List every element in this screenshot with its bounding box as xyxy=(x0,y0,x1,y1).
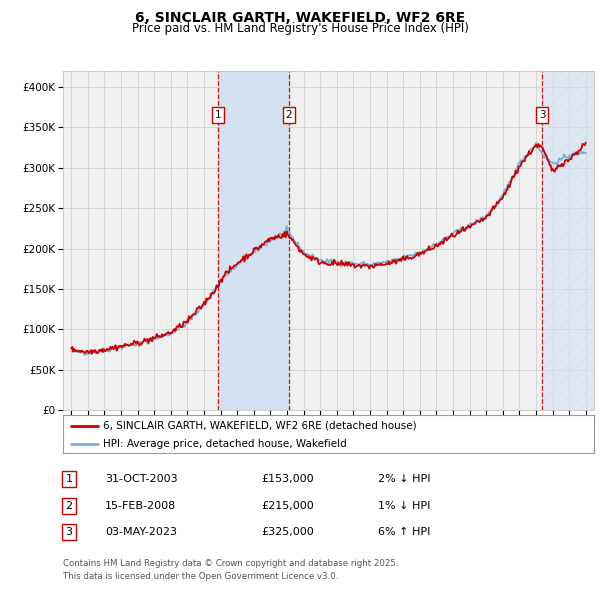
Text: 2% ↓ HPI: 2% ↓ HPI xyxy=(378,474,431,484)
Text: 15-FEB-2008: 15-FEB-2008 xyxy=(105,501,176,510)
Text: 1% ↓ HPI: 1% ↓ HPI xyxy=(378,501,430,510)
Text: Contains HM Land Registry data © Crown copyright and database right 2025.: Contains HM Land Registry data © Crown c… xyxy=(63,559,398,568)
Text: £325,000: £325,000 xyxy=(261,527,314,537)
Bar xyxy=(218,71,289,410)
Text: 03-MAY-2023: 03-MAY-2023 xyxy=(105,527,177,537)
Text: 6, SINCLAIR GARTH, WAKEFIELD, WF2 6RE: 6, SINCLAIR GARTH, WAKEFIELD, WF2 6RE xyxy=(135,11,465,25)
Text: 1: 1 xyxy=(215,110,221,120)
Text: £215,000: £215,000 xyxy=(261,501,314,510)
Text: 31-OCT-2003: 31-OCT-2003 xyxy=(105,474,178,484)
Text: This data is licensed under the Open Government Licence v3.0.: This data is licensed under the Open Gov… xyxy=(63,572,338,581)
Text: 3: 3 xyxy=(539,110,545,120)
Bar xyxy=(542,71,594,410)
Text: 1: 1 xyxy=(65,474,73,484)
Text: Price paid vs. HM Land Registry's House Price Index (HPI): Price paid vs. HM Land Registry's House … xyxy=(131,22,469,35)
Text: 6, SINCLAIR GARTH, WAKEFIELD, WF2 6RE (detached house): 6, SINCLAIR GARTH, WAKEFIELD, WF2 6RE (d… xyxy=(103,421,416,431)
Text: 3: 3 xyxy=(65,527,73,537)
Text: HPI: Average price, detached house, Wakefield: HPI: Average price, detached house, Wake… xyxy=(103,440,347,450)
Text: 6% ↑ HPI: 6% ↑ HPI xyxy=(378,527,430,537)
Text: £153,000: £153,000 xyxy=(261,474,314,484)
Text: 2: 2 xyxy=(286,110,292,120)
Text: 2: 2 xyxy=(65,501,73,510)
